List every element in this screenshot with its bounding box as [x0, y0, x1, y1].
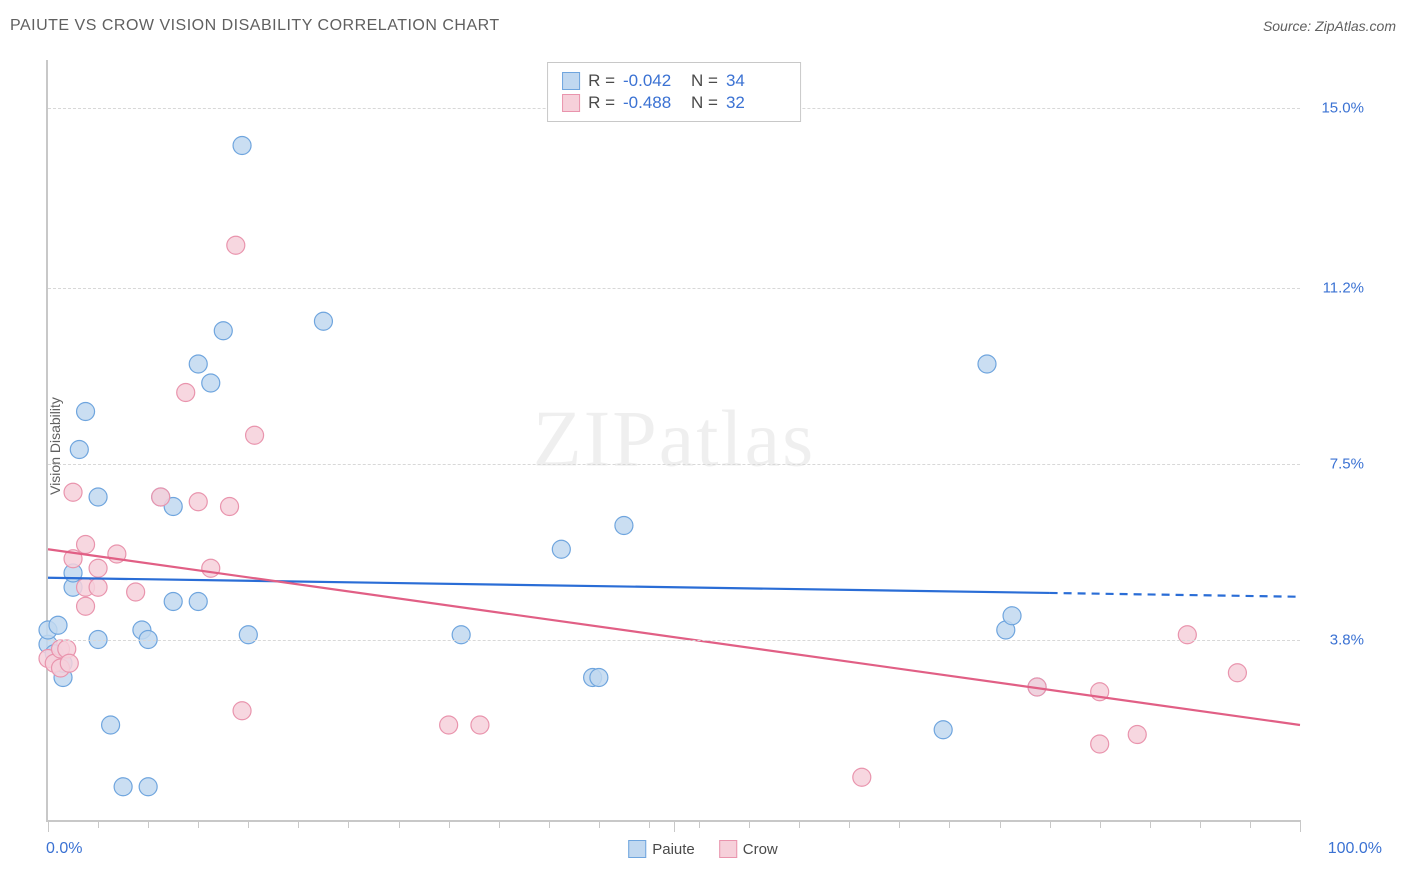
legend-label: Crow: [743, 841, 778, 858]
chart-header: PAIUTE VS CROW VISION DISABILITY CORRELA…: [10, 14, 1396, 38]
y-tick-label: 3.8%: [1330, 631, 1364, 648]
legend-row-crow: R =-0.488 N =32: [562, 93, 786, 113]
y-tick-label: 7.5%: [1330, 455, 1364, 472]
legend-item-crow: Crow: [719, 840, 778, 858]
x-axis-max-label: 100.0%: [1328, 840, 1382, 858]
legend-row-paiute: R =-0.042 N =34: [562, 71, 786, 91]
plot-area: ZIPatlas R =-0.042 N =34 R =-0.488 N =32…: [46, 60, 1300, 822]
y-tick-label: 11.2%: [1323, 280, 1364, 297]
correlation-legend: R =-0.042 N =34 R =-0.488 N =32: [547, 62, 801, 122]
crow-swatch-icon: [719, 840, 737, 858]
crow-swatch: [562, 94, 580, 112]
paiute-swatch: [562, 72, 580, 90]
plot-svg: [48, 60, 1300, 820]
chart-title: PAIUTE VS CROW VISION DISABILITY CORRELA…: [10, 17, 500, 35]
legend-item-paiute: Paiute: [628, 840, 695, 858]
legend-label: Paiute: [652, 841, 695, 858]
series-legend: Paiute Crow: [628, 840, 778, 858]
y-tick-label: 15.0%: [1321, 99, 1364, 116]
x-axis-min-label: 0.0%: [46, 840, 82, 858]
paiute-swatch-icon: [628, 840, 646, 858]
source-attribution: Source: ZipAtlas.com: [1263, 18, 1396, 34]
